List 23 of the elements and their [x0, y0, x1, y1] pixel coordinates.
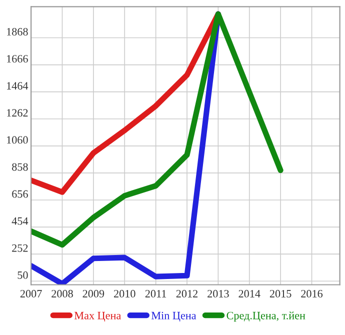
x-tick-label: 2008 [52, 290, 73, 298]
legend-label: Max Цена [74, 312, 121, 322]
y-tick-label: 1262 [7, 109, 28, 117]
y-tick-label: 1464 [7, 82, 28, 90]
x-tick-label: 2009 [82, 290, 104, 298]
y-tick-label: 858 [12, 163, 28, 171]
x-tick-label: 2010 [114, 290, 136, 298]
x-tick-label: 2007 [20, 290, 42, 298]
x-tick-label: 2011 [145, 290, 166, 298]
x-tick-label: 2013 [208, 290, 229, 298]
y-tick-label: 50 [18, 271, 28, 279]
x-tick-label: 2015 [270, 290, 292, 298]
x-tick-label: 2014 [238, 290, 260, 298]
legend-label: Сред.Цена, т.йен [226, 312, 306, 322]
y-tick-label: 454 [12, 217, 28, 225]
y-tick-label: 252 [12, 244, 28, 252]
x-tick-label: 2012 [176, 290, 198, 298]
y-tick-label: 1060 [7, 136, 28, 144]
y-tick-label: 1868 [7, 28, 28, 36]
y-tick-label: 656 [12, 190, 28, 198]
x-tick-label: 2016 [301, 290, 323, 298]
y-tick-label: 1666 [7, 55, 28, 63]
legend-label: Min Цена [151, 312, 196, 322]
